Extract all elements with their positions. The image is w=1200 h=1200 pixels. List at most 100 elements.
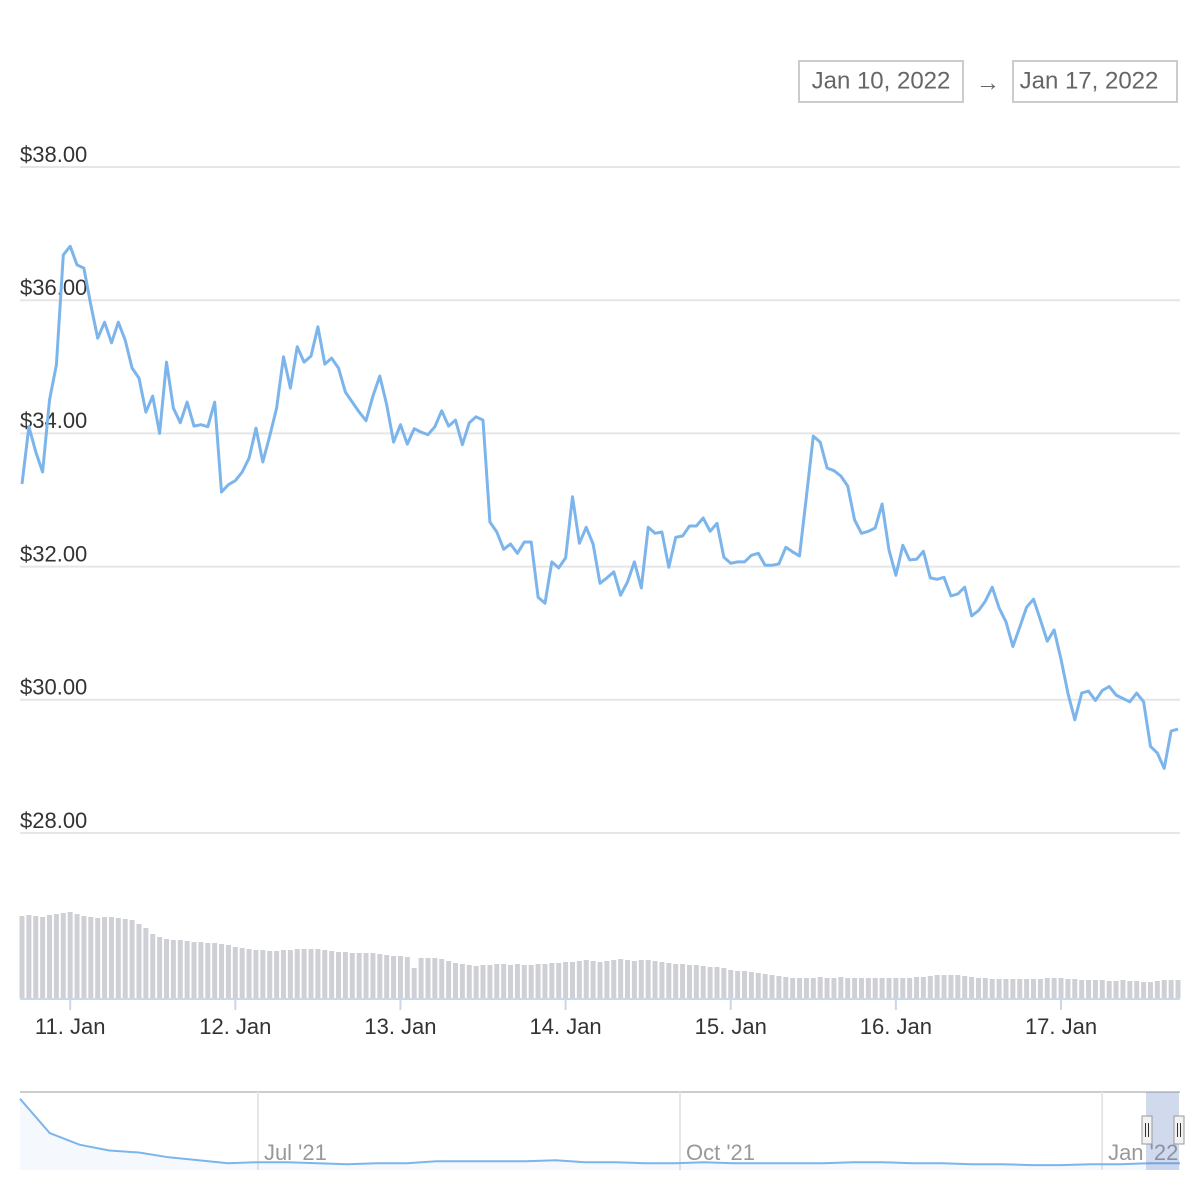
volume-bar [907, 978, 913, 998]
navigator-handle[interactable] [1141, 1115, 1153, 1145]
volume-bar [370, 953, 376, 998]
volume-bar [1092, 980, 1098, 998]
volume-bar [487, 965, 493, 998]
volume-bar [342, 952, 348, 998]
volume-bar [1106, 981, 1112, 998]
range-to-input[interactable] [1012, 60, 1178, 103]
volume-bar [914, 977, 920, 998]
y-tick-label: $38.00 [20, 142, 87, 167]
volume-bar [191, 942, 197, 998]
volume-bar [982, 978, 988, 998]
volume-bar [157, 937, 163, 998]
volume-bar [315, 949, 321, 998]
volume-bar [776, 976, 782, 998]
volume-bar [260, 950, 266, 998]
x-tick-label: 13. Jan [364, 1014, 436, 1039]
volume-bar [893, 978, 899, 998]
volume-bar [150, 934, 156, 998]
volume-bar [308, 949, 314, 998]
volume-bar [1141, 982, 1147, 998]
volume-bar [1099, 980, 1105, 998]
volume-bar [680, 964, 686, 998]
volume-bar [19, 916, 25, 998]
volume-bar [666, 963, 672, 998]
volume-bar [115, 918, 121, 998]
volume-bar [900, 978, 906, 998]
volume-bar [728, 970, 734, 998]
y-tick-label: $36.00 [20, 275, 87, 300]
volume-bar [253, 950, 259, 998]
x-tick-label: 17. Jan [1025, 1014, 1097, 1039]
volume-bar [755, 973, 761, 998]
volume-bar [184, 941, 190, 998]
volume-bar [1017, 979, 1023, 998]
y-tick-label: $34.00 [20, 408, 87, 433]
volume-bar [989, 979, 995, 998]
volume-bar [164, 939, 169, 998]
volume-bar [1161, 980, 1167, 998]
volume-bar [955, 975, 961, 998]
volume-bar [219, 944, 225, 998]
volume-bar [941, 975, 947, 998]
range-to[interactable]: Jan 17, 2022 [1020, 67, 1159, 94]
volume-bar [769, 975, 775, 998]
volume-bar [693, 965, 699, 998]
volume-bar [845, 978, 851, 998]
volume-bar [549, 963, 555, 998]
volume-bar [274, 951, 280, 998]
volume-bar [494, 964, 500, 998]
volume-bar [446, 961, 452, 998]
volume-bar [453, 963, 458, 998]
volume-bar [1113, 981, 1119, 998]
volume-bar [797, 978, 803, 998]
volume-bar [246, 949, 252, 998]
volume-bar [879, 978, 885, 998]
volume-bar [611, 960, 617, 998]
volume-bar [569, 962, 575, 998]
volume-bar [1175, 980, 1181, 998]
range-from-input[interactable] [798, 60, 964, 103]
volume-bar [1120, 980, 1126, 998]
volume-bar [40, 917, 46, 998]
volume-bar [432, 958, 438, 998]
volume-bar [762, 974, 768, 998]
volume-bar [397, 956, 403, 998]
volume-bar [170, 940, 176, 998]
volume-bar [177, 940, 183, 998]
volume-bar [239, 948, 245, 998]
range-arrow: → [976, 69, 1000, 96]
volume-bar [1086, 980, 1092, 998]
volume-bar [1031, 979, 1036, 998]
volume-bar [74, 914, 80, 998]
volume-bar [356, 953, 362, 998]
volume-bar [225, 945, 231, 998]
volume-bar [514, 964, 520, 998]
volume-bar [377, 954, 383, 998]
volume-bar [102, 917, 108, 998]
x-tick-label: 14. Jan [530, 1014, 602, 1039]
volume-bar [108, 917, 114, 998]
volume-bar [1134, 981, 1140, 998]
volume-bar [803, 978, 809, 998]
volume-bar [865, 978, 871, 998]
volume-bar [411, 968, 417, 998]
range-from[interactable]: Jan 10, 2022 [812, 67, 951, 94]
volume-bar [418, 958, 424, 998]
volume-bar [975, 978, 981, 998]
volume-bar [604, 961, 610, 998]
volume-bar [714, 967, 720, 998]
volume-bar [1154, 981, 1160, 998]
volume-bar [1168, 980, 1174, 998]
volume-bar [707, 967, 713, 998]
volume-bar [920, 977, 926, 998]
navigator-handle[interactable] [1173, 1115, 1185, 1145]
navigator-line [19, 1098, 1180, 1167]
volume-bar [927, 976, 933, 998]
volume-bar [391, 956, 397, 998]
volume-bar [88, 917, 94, 998]
x-tick-label: 11. Jan [35, 1014, 106, 1039]
volume-bar [294, 949, 300, 998]
volume-bar [556, 963, 562, 998]
volume-bar [631, 961, 637, 998]
volume-bar [645, 960, 651, 998]
